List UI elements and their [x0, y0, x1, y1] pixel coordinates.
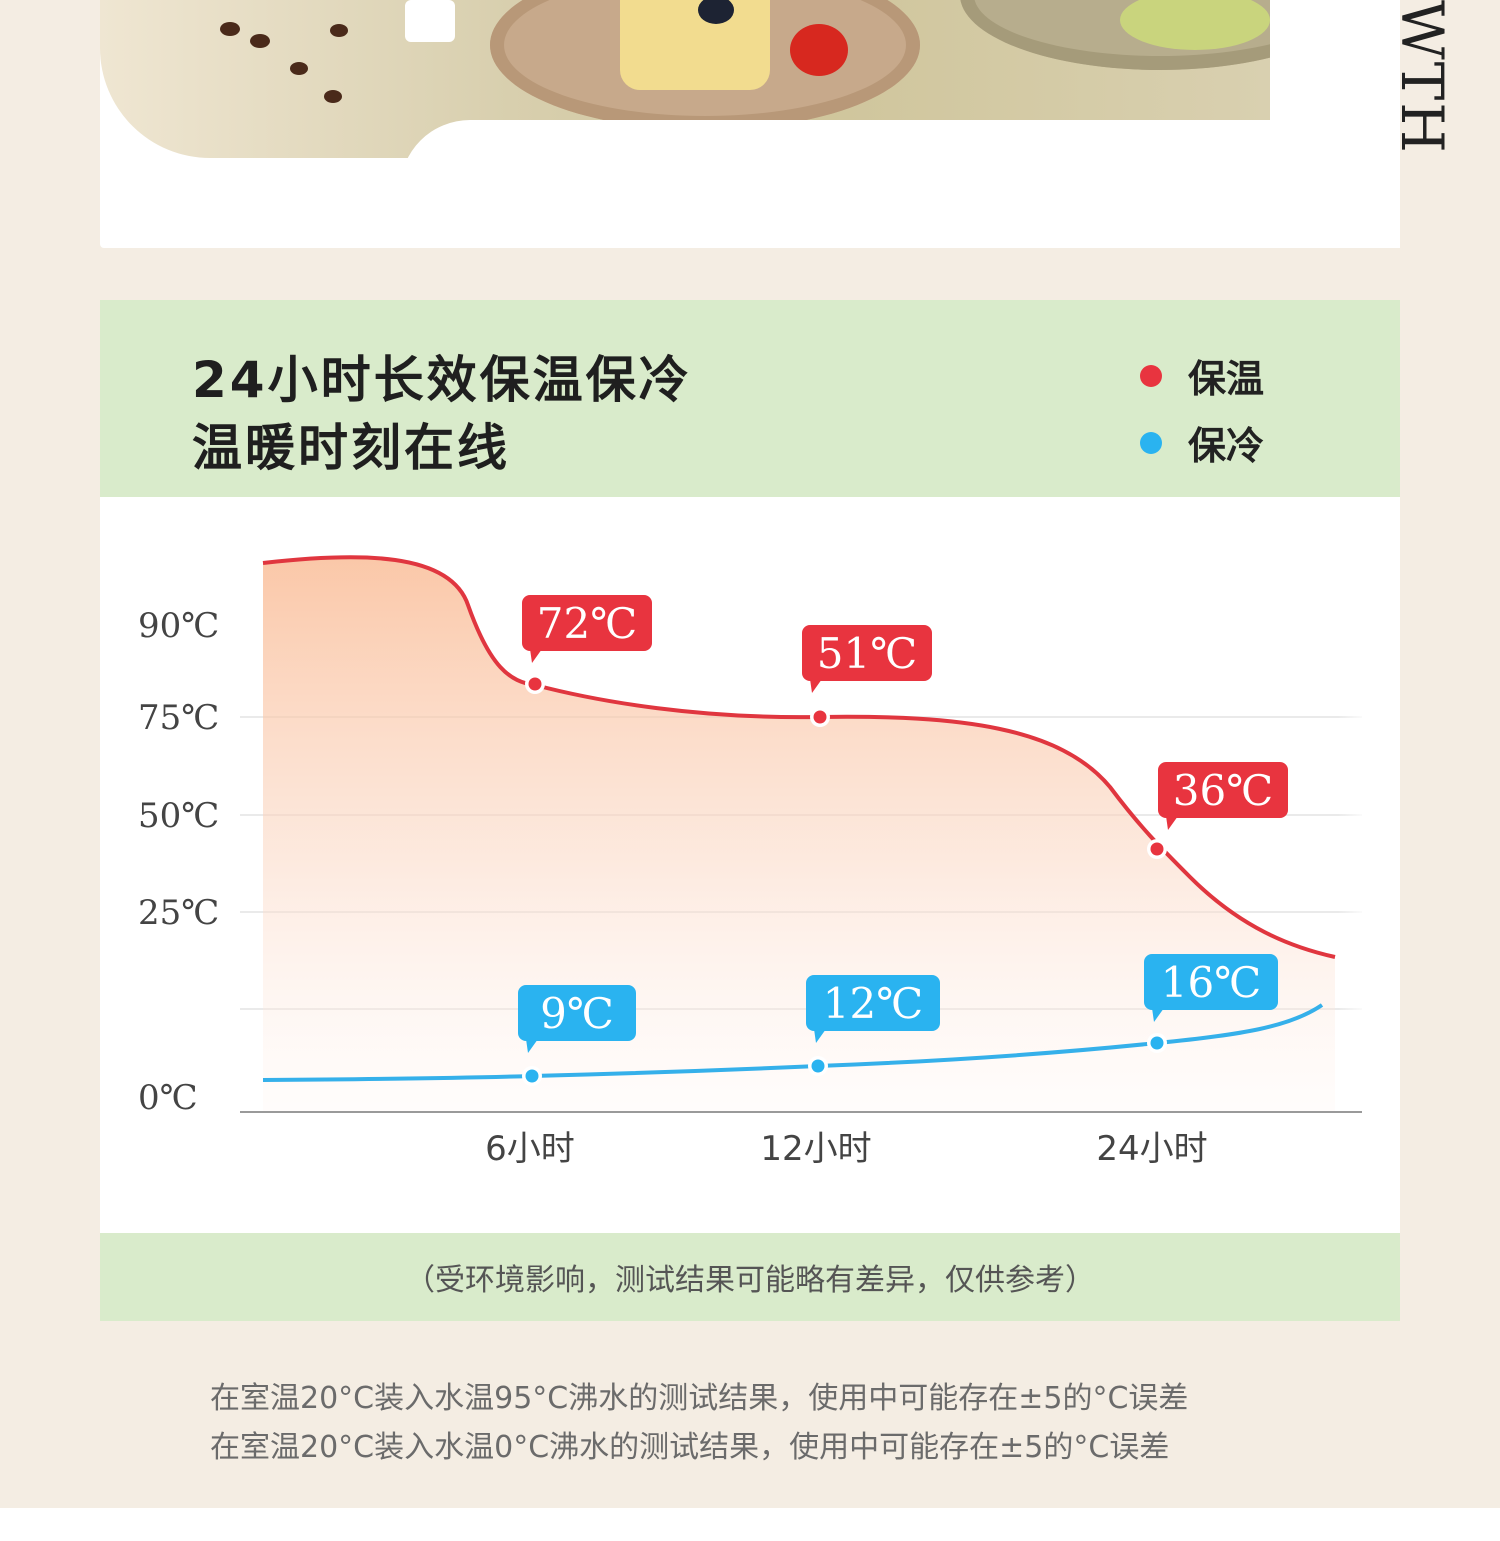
warm-area-fade	[1200, 557, 1362, 1112]
warm-point-data-label: 72℃	[537, 599, 637, 648]
cold-point-callout-pointer	[526, 1039, 538, 1053]
x-tick-label: 6小时	[485, 1129, 575, 1169]
disclaimer-band: （受环境影响，测试结果可能略有差异，仅供参考）	[100, 1233, 1400, 1321]
warm-point-callout-box	[802, 625, 932, 681]
vertical-brand-text: WTH	[1388, 0, 1456, 155]
warm-point-callout-pointer	[810, 679, 822, 693]
coffee-bean	[330, 24, 348, 37]
coffee-bean	[220, 22, 240, 36]
warm-point-data-label: 36℃	[1173, 766, 1273, 815]
cold-point-marker	[811, 1059, 825, 1073]
hero-white-curve	[400, 120, 1400, 248]
legend-label-cold: 保冷	[1188, 424, 1265, 468]
blueberry	[698, 0, 734, 24]
cold-point-callout-pointer	[814, 1029, 826, 1043]
x-tick-label: 24小时	[1096, 1129, 1207, 1169]
warm-area	[263, 557, 1335, 1112]
x-tick-label: 12小时	[760, 1129, 871, 1169]
sugar-cube	[405, 0, 455, 42]
y-tick-label: 0℃	[138, 1078, 198, 1118]
food-photo	[100, 0, 1270, 158]
strawberry	[790, 24, 848, 76]
cold-point-data-label: 16℃	[1161, 958, 1261, 1007]
chart-header: 24小时长效保温保冷 温暖时刻在线 保温 保冷	[100, 300, 1400, 497]
warm-point-marker	[813, 710, 827, 724]
crepe	[620, 0, 770, 90]
coffee-bean	[250, 34, 270, 48]
warm-point-callout-box	[522, 595, 652, 651]
legend-item-cold: 保冷	[1140, 415, 1264, 470]
warm-point-marker	[1150, 842, 1164, 856]
legend-dot-warm	[1140, 364, 1162, 387]
temperature-chart: 72℃ 51℃ 36℃ 9℃ 12℃ 16℃ 90℃ 75℃ 50℃ 25℃ 0℃ 6小时 12小时 2…	[100, 497, 1400, 1233]
chart-title: 24小时长效保温保冷	[192, 351, 692, 409]
cold-point-callout-box	[806, 975, 940, 1031]
disclaimer-text: （受环境影响，测试结果可能略有差异，仅供参考）	[405, 1263, 1095, 1298]
warm-point-data-label: 51℃	[817, 629, 917, 678]
y-tick-label: 25℃	[138, 893, 219, 933]
legend-dot-cold	[1140, 431, 1162, 454]
cold-point-marker	[1150, 1036, 1164, 1050]
coffee-bean	[290, 62, 308, 75]
coffee-bean	[324, 90, 342, 103]
cold-point-data-label: 9℃	[540, 989, 614, 1038]
cold-point-callout-box	[518, 985, 636, 1041]
chart-svg: 72℃ 51℃ 36℃ 9℃ 12℃ 16℃ 90℃ 75℃ 50℃ 25℃ 0℃ 6小时 12小时 2…	[138, 555, 1362, 1169]
bottom-strip	[0, 1508, 1500, 1541]
warm-point-callout-pointer	[530, 649, 542, 663]
warm-point-callout-box	[1158, 762, 1288, 818]
legend-label-warm: 保温	[1188, 357, 1265, 401]
chart-subtitle: 温暖时刻在线	[192, 419, 510, 477]
cold-point-callout-box	[1144, 954, 1278, 1010]
footnote-warm: 在室温20°C装入水温95°C沸水的测试结果，使用中可能存在±5的°C误差	[210, 1381, 1189, 1416]
legend-item-warm: 保温	[1140, 348, 1264, 403]
cold-point-data-label: 12℃	[823, 979, 923, 1028]
y-tick-label: 50℃	[138, 796, 219, 836]
cold-point-callout-pointer	[1152, 1008, 1164, 1022]
y-tick-label: 90℃	[138, 606, 219, 646]
warm-point-callout-pointer	[1166, 816, 1178, 830]
grapes	[1120, 0, 1270, 50]
footnote-cold: 在室温20°C装入水温0°C沸水的测试结果，使用中可能存在±5的°C误差	[210, 1430, 1170, 1465]
cold-point-marker	[525, 1069, 539, 1083]
hero-section: WTH	[100, 0, 1456, 248]
warm-point-marker	[528, 677, 542, 691]
y-tick-label: 75℃	[138, 698, 219, 738]
